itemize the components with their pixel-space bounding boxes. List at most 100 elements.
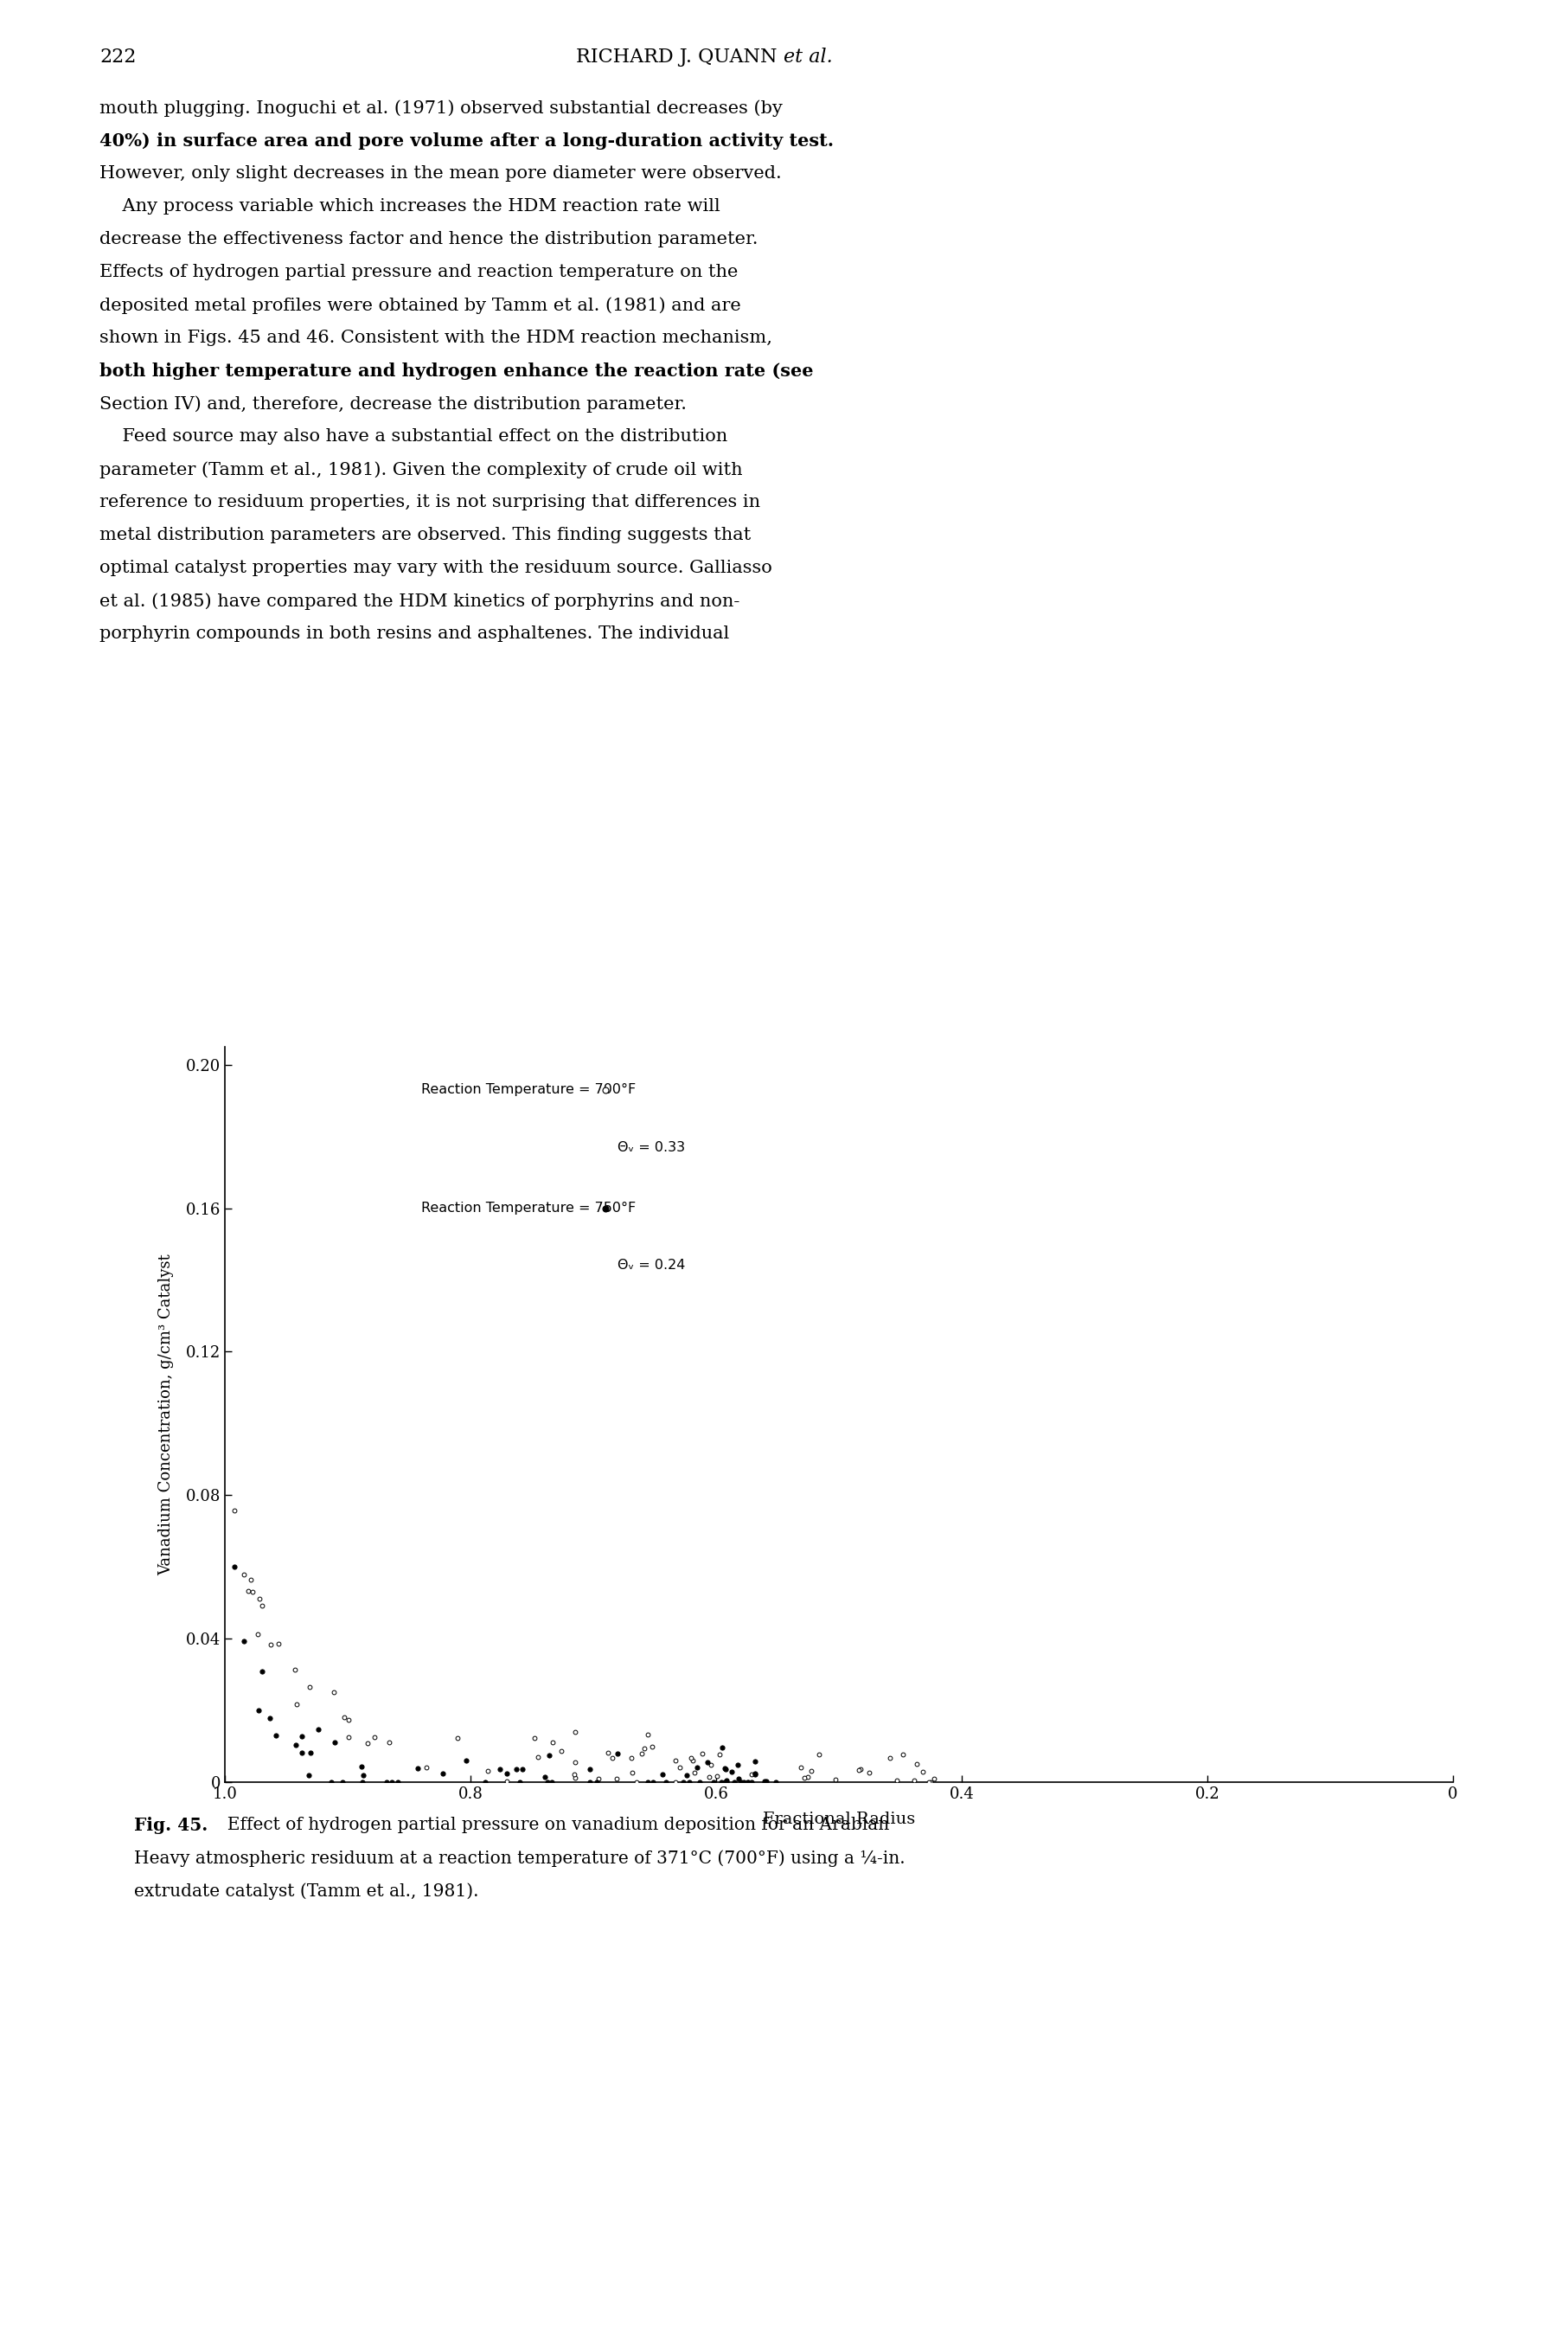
Point bbox=[329, 1763, 354, 1800]
Text: metal distribution parameters are observed. This finding suggests that: metal distribution parameters are observ… bbox=[99, 527, 751, 543]
Point bbox=[640, 1728, 665, 1765]
Point bbox=[712, 1749, 737, 1786]
Text: RICHARD J. QUANN: RICHARD J. QUANN bbox=[577, 47, 784, 66]
Point bbox=[823, 1760, 848, 1798]
Point bbox=[475, 1753, 500, 1791]
Point bbox=[563, 1760, 588, 1798]
Point bbox=[373, 1763, 398, 1800]
Point bbox=[494, 1763, 519, 1800]
Point bbox=[508, 1763, 533, 1800]
Point bbox=[674, 1756, 699, 1793]
Text: Section IV) and, therefore, decrease the distribution parameter.: Section IV) and, therefore, decrease the… bbox=[99, 396, 687, 412]
Point bbox=[671, 1763, 696, 1800]
Point bbox=[695, 1744, 720, 1782]
Point bbox=[246, 1615, 271, 1653]
Point bbox=[248, 1580, 273, 1618]
Point bbox=[249, 1587, 274, 1625]
Point bbox=[289, 1718, 314, 1756]
Point bbox=[884, 1760, 909, 1798]
Point bbox=[414, 1749, 439, 1786]
Text: Reaction Temperature = 700°F: Reaction Temperature = 700°F bbox=[422, 1084, 637, 1096]
Text: decrease the effectiveness factor and hence the distribution parameter.: decrease the effectiveness factor and he… bbox=[99, 232, 757, 248]
Point bbox=[726, 1746, 751, 1784]
Point bbox=[284, 1686, 309, 1723]
Point bbox=[246, 1693, 271, 1730]
Point bbox=[753, 1763, 778, 1800]
Point bbox=[743, 1756, 768, 1793]
Point bbox=[232, 1557, 257, 1594]
Point bbox=[263, 1716, 289, 1753]
Point bbox=[585, 1763, 610, 1800]
Point bbox=[856, 1753, 881, 1791]
Text: Fig. 45.: Fig. 45. bbox=[133, 1817, 209, 1833]
Point bbox=[503, 1751, 528, 1789]
Point bbox=[806, 1735, 831, 1772]
Point bbox=[682, 1753, 707, 1791]
Point bbox=[267, 1625, 292, 1662]
Text: deposited metal profiles were obtained by Tamm et al. (1981) and are: deposited metal profiles were obtained b… bbox=[99, 297, 742, 314]
Text: Any process variable which increases the HDM reaction rate will: Any process variable which increases the… bbox=[99, 199, 720, 215]
Text: 222: 222 bbox=[99, 47, 136, 66]
Point bbox=[223, 1491, 248, 1529]
Point bbox=[704, 1758, 729, 1796]
Point bbox=[522, 1721, 547, 1758]
Point bbox=[917, 1763, 942, 1800]
Text: shown in Figs. 45 and 46. Consistent with the HDM reaction mechanism,: shown in Figs. 45 and 46. Consistent wit… bbox=[99, 330, 771, 346]
Point bbox=[640, 1763, 665, 1800]
Point bbox=[494, 1756, 519, 1793]
Point bbox=[535, 1763, 560, 1800]
Point bbox=[586, 1760, 612, 1798]
Text: However, only slight decreases in the mean pore diameter were observed.: However, only slight decreases in the me… bbox=[99, 166, 781, 183]
Point bbox=[728, 1763, 753, 1800]
Point bbox=[721, 1763, 746, 1800]
Point bbox=[445, 1718, 470, 1756]
Point bbox=[298, 1735, 323, 1772]
Point bbox=[282, 1650, 307, 1688]
Point bbox=[847, 1751, 872, 1789]
Text: Effect of hydrogen partial pressure on vanadium deposition for an Arabian: Effect of hydrogen partial pressure on v… bbox=[216, 1817, 889, 1833]
Text: et al.: et al. bbox=[784, 47, 833, 66]
Point bbox=[663, 1763, 688, 1800]
Point bbox=[635, 1763, 660, 1800]
Point bbox=[604, 1760, 629, 1798]
Point bbox=[795, 1758, 820, 1796]
Point bbox=[635, 1716, 660, 1753]
Point bbox=[561, 1756, 586, 1793]
Point bbox=[221, 1547, 246, 1585]
Point bbox=[911, 1753, 936, 1791]
X-axis label: Fractional Radius: Fractional Radius bbox=[762, 1812, 916, 1826]
Point bbox=[798, 1753, 823, 1791]
Point bbox=[321, 1723, 347, 1760]
Point bbox=[619, 1739, 644, 1777]
Point bbox=[601, 1739, 626, 1777]
Point bbox=[764, 1763, 789, 1800]
Text: Θᵥ = 0.24: Θᵥ = 0.24 bbox=[618, 1259, 685, 1271]
Point bbox=[605, 1735, 630, 1772]
Point bbox=[684, 1749, 709, 1786]
Point bbox=[298, 1669, 323, 1707]
Point bbox=[249, 1653, 274, 1690]
Text: reference to residuum properties, it is not surprising that differences in: reference to residuum properties, it is … bbox=[99, 494, 760, 510]
Point bbox=[549, 1732, 574, 1770]
Point bbox=[350, 1749, 375, 1786]
Point bbox=[902, 1760, 927, 1798]
Point bbox=[336, 1700, 361, 1737]
Point bbox=[238, 1561, 263, 1599]
Point bbox=[753, 1763, 778, 1800]
Point bbox=[539, 1723, 564, 1760]
Point bbox=[720, 1753, 745, 1791]
Point bbox=[596, 1735, 621, 1772]
Point bbox=[649, 1756, 674, 1793]
Point bbox=[619, 1753, 644, 1791]
Point bbox=[577, 1763, 602, 1800]
Text: Effects of hydrogen partial pressure and reaction temperature on the: Effects of hydrogen partial pressure and… bbox=[99, 265, 739, 281]
Text: extrudate catalyst (Tamm et al., 1981).: extrudate catalyst (Tamm et al., 1981). bbox=[133, 1882, 478, 1899]
Point bbox=[488, 1751, 513, 1789]
Point bbox=[289, 1735, 314, 1772]
Point bbox=[240, 1573, 265, 1611]
Point bbox=[539, 1763, 564, 1800]
Point bbox=[735, 1763, 760, 1800]
Point bbox=[654, 1763, 679, 1800]
Point bbox=[510, 1751, 535, 1789]
Point bbox=[259, 1627, 284, 1664]
